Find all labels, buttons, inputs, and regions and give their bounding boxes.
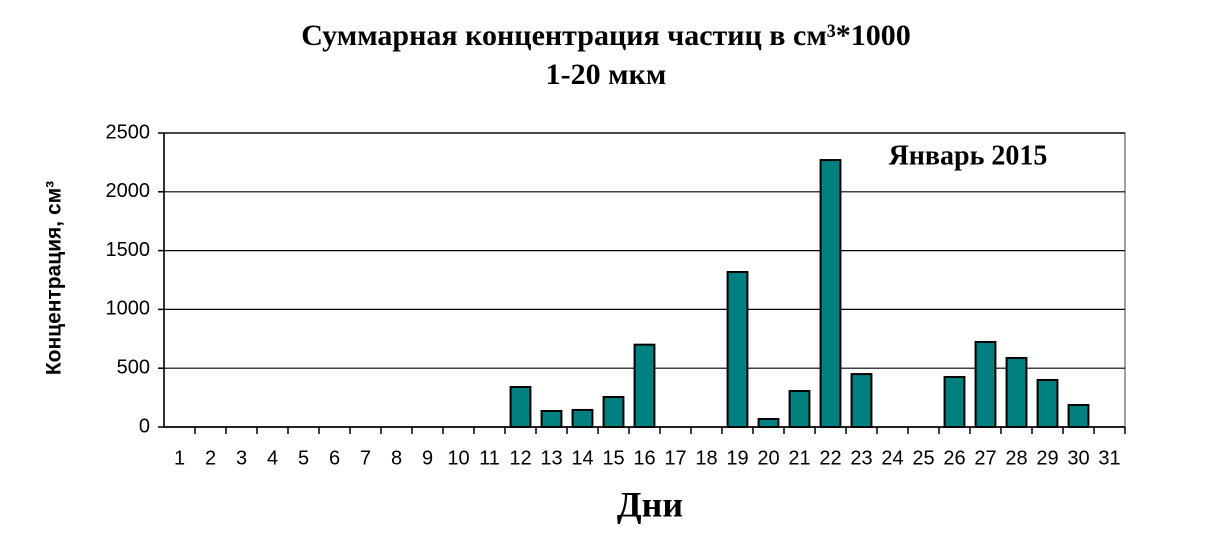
x-tick-label: 18 xyxy=(695,447,717,469)
y-tick-label: 1500 xyxy=(106,239,151,261)
x-tick-label: 23 xyxy=(850,447,872,469)
x-tick-label: 8 xyxy=(391,447,402,469)
bar xyxy=(757,418,780,429)
chart-title: Суммарная концентрация частиц в см³*1000 xyxy=(301,19,911,52)
x-tick-label: 25 xyxy=(912,447,934,469)
bar xyxy=(943,376,966,428)
bar xyxy=(602,396,625,428)
x-tick-label: 13 xyxy=(540,447,562,469)
y-tick-label: 1000 xyxy=(106,298,151,320)
bar xyxy=(509,386,532,428)
x-tick-label: 3 xyxy=(236,447,247,469)
x-tick-label: 11 xyxy=(479,447,500,469)
x-tick-label: 30 xyxy=(1067,447,1089,469)
chart-subtitle: 1-20 мкм xyxy=(546,58,667,91)
bar xyxy=(788,390,811,429)
x-tick-label: 19 xyxy=(726,447,748,469)
x-tick-label: 31 xyxy=(1098,447,1120,469)
bar xyxy=(726,271,749,428)
bar xyxy=(850,373,873,428)
y-tick-label: 500 xyxy=(117,356,150,378)
x-tick-label: 17 xyxy=(664,447,686,469)
x-tick-label: 7 xyxy=(360,447,371,469)
bar xyxy=(1005,356,1028,429)
x-tick-label: 20 xyxy=(757,447,779,469)
y-tick-label: 0 xyxy=(139,415,150,437)
x-tick-label: 12 xyxy=(509,447,531,469)
bar xyxy=(540,410,563,429)
x-tick-label: 27 xyxy=(974,447,996,469)
bar xyxy=(1067,404,1090,428)
x-tick-label: 15 xyxy=(602,447,624,469)
x-tick-label: 5 xyxy=(298,447,309,469)
bar xyxy=(819,159,842,428)
x-tick-label: 14 xyxy=(571,447,593,469)
y-tick-label: 2500 xyxy=(106,121,151,143)
x-tick-label: 10 xyxy=(447,447,469,469)
x-tick-label: 1 xyxy=(174,447,185,469)
x-tick-label: 22 xyxy=(819,447,841,469)
x-tick-label: 28 xyxy=(1005,447,1027,469)
annotation: Январь 2015 xyxy=(889,140,1048,171)
x-tick-label: 9 xyxy=(422,447,433,469)
x-tick-label: 4 xyxy=(267,447,278,469)
bar xyxy=(1036,378,1059,428)
y-tick-label: 2000 xyxy=(106,180,151,202)
x-tick-label: 2 xyxy=(205,447,216,469)
x-tick-label: 6 xyxy=(329,447,340,469)
x-tick-label: 21 xyxy=(788,447,810,469)
bar xyxy=(571,408,594,428)
x-tick-label: 16 xyxy=(633,447,655,469)
x-tick-label: 29 xyxy=(1036,447,1058,469)
x-tick-label: 24 xyxy=(881,447,903,469)
x-axis-label: Дни xyxy=(617,484,683,524)
y-axis-label: Концентрация, см³ xyxy=(43,181,66,375)
bar xyxy=(974,340,997,428)
x-tick-label: 26 xyxy=(943,447,965,469)
bar xyxy=(633,343,656,428)
